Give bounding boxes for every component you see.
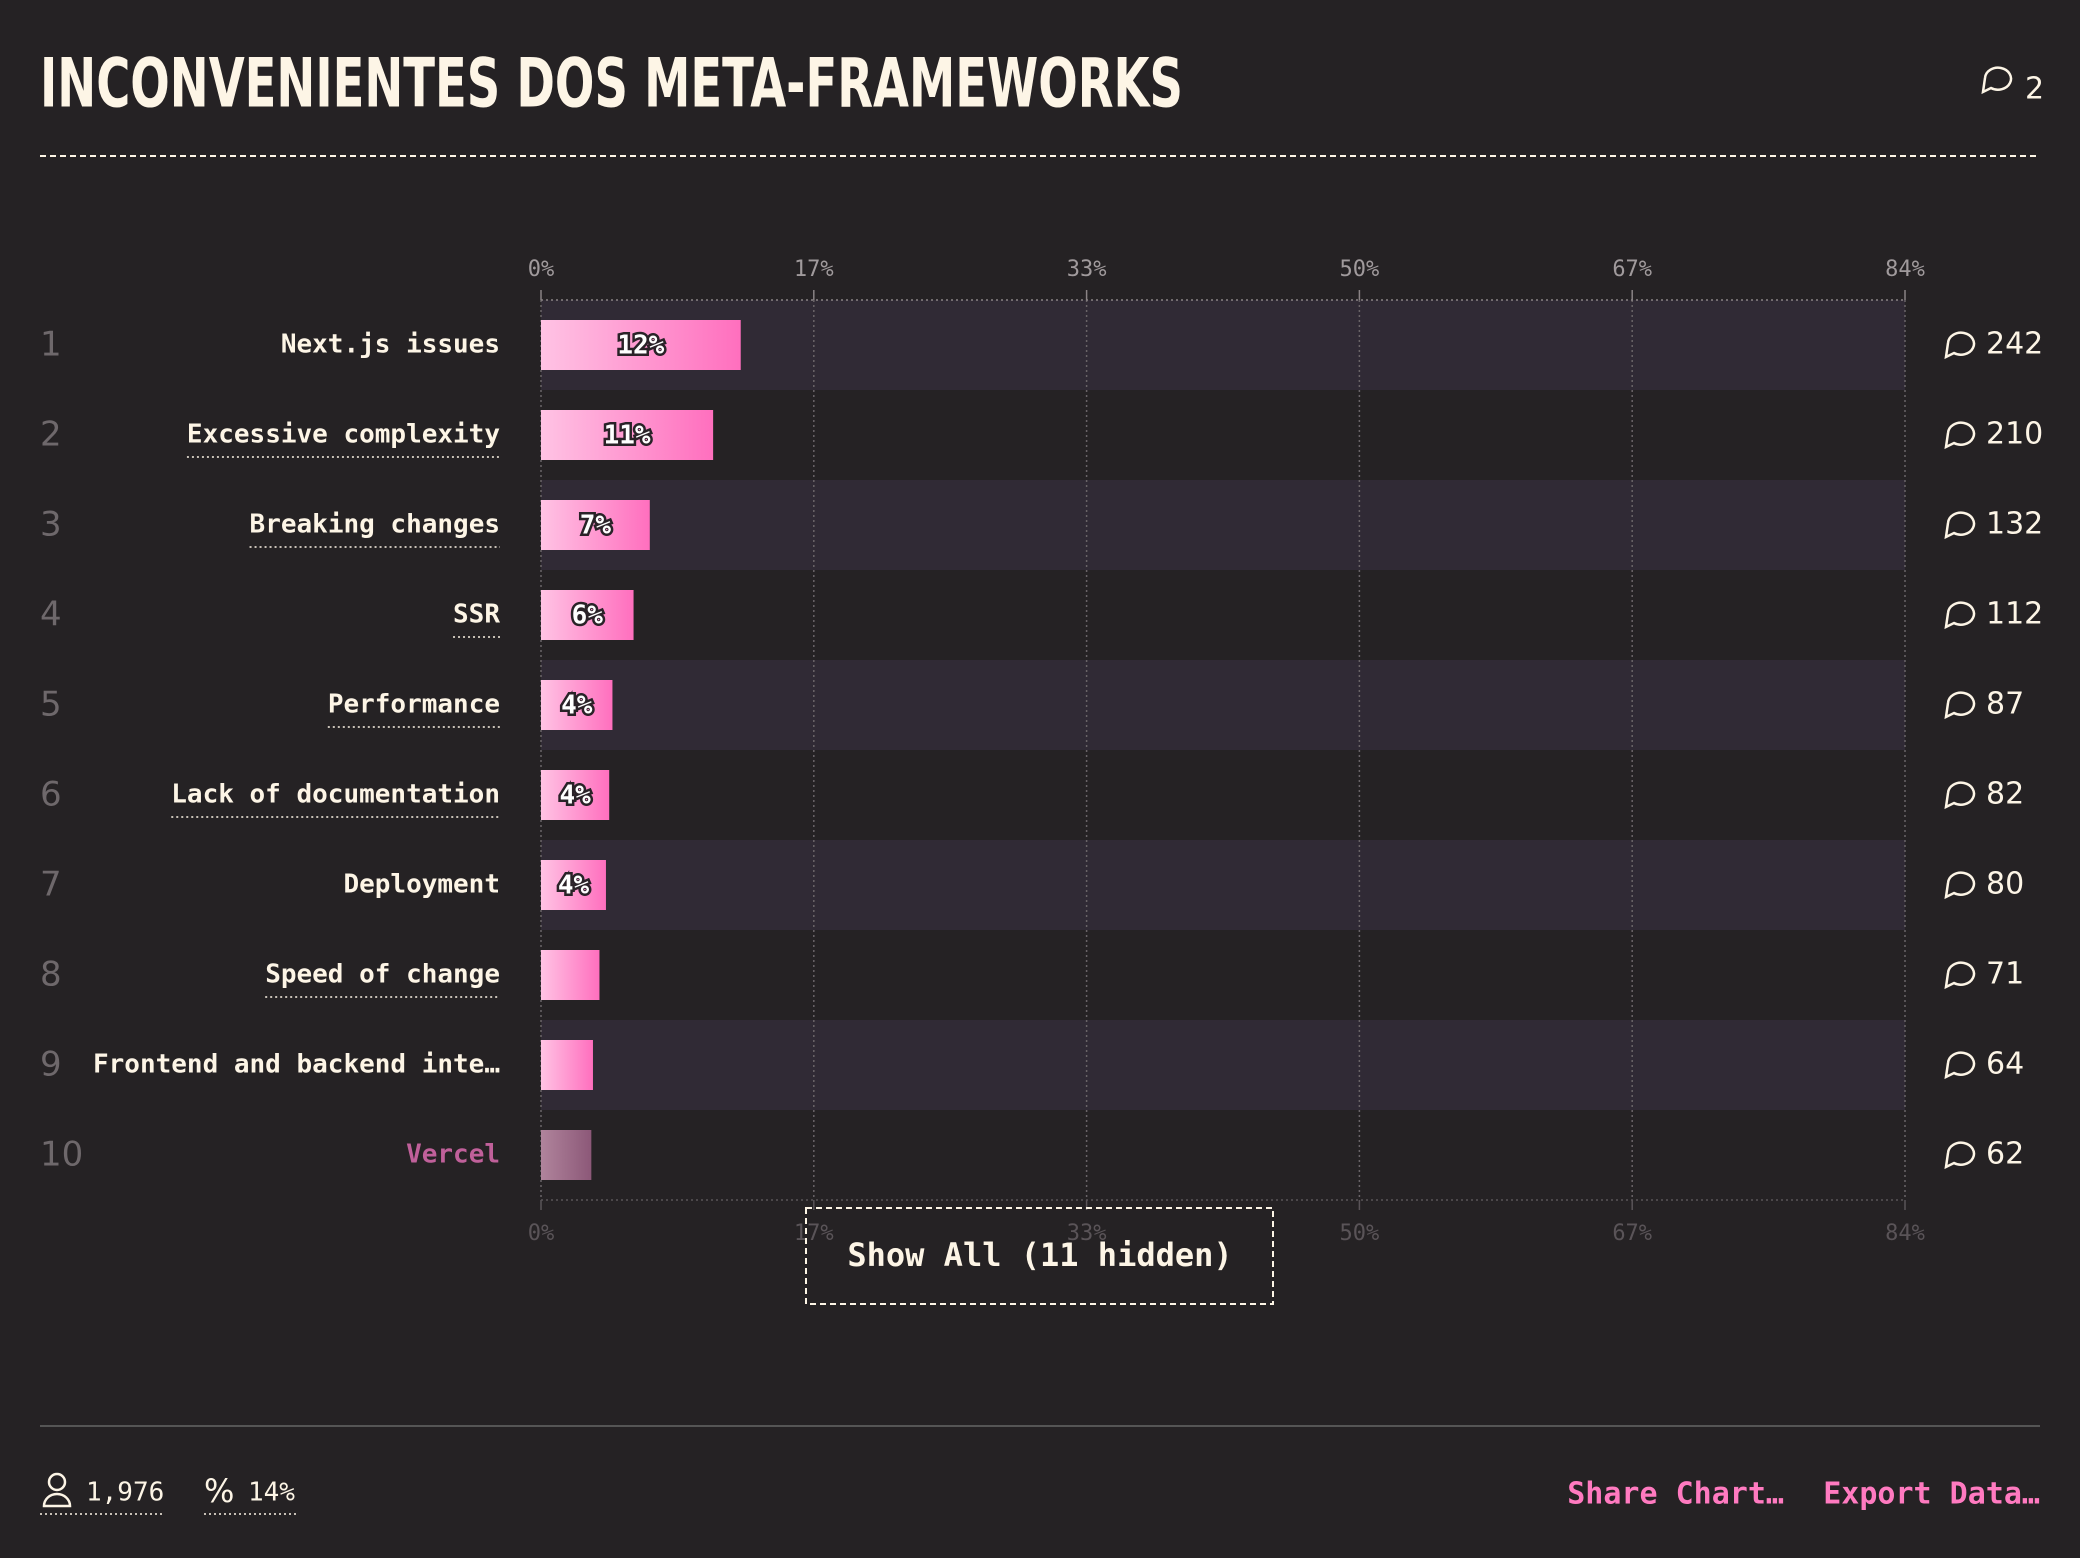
user-icon xyxy=(47,1472,67,1492)
value-label: 4% xyxy=(561,691,593,721)
comment-icon[interactable] xyxy=(1944,1051,1976,1080)
category-label[interactable]: Frontend and backend inte… xyxy=(93,1050,500,1080)
category-label[interactable]: Excessive complexity xyxy=(187,420,500,450)
rank: 6 xyxy=(40,775,62,815)
comment-icon[interactable] xyxy=(1944,331,1976,360)
bar xyxy=(541,950,600,1000)
x-tick-label: 33% xyxy=(1067,257,1107,282)
bar xyxy=(541,590,634,640)
comment-count[interactable]: 132 xyxy=(1986,507,2043,542)
x-tick-label: 0% xyxy=(528,257,555,282)
comment-count[interactable]: 87 xyxy=(1986,687,2024,722)
comment-count[interactable]: 82 xyxy=(1986,777,2024,812)
category-label[interactable]: Next.js issues xyxy=(281,330,500,360)
comment-icon[interactable] xyxy=(1981,66,2013,95)
comment-count[interactable]: 71 xyxy=(1986,957,2024,992)
show-all-label[interactable]: Show All (11 hidden) xyxy=(847,1236,1232,1274)
category-label[interactable]: Breaking changes xyxy=(250,510,500,540)
percent-icon: % xyxy=(204,1472,234,1510)
x-tick-label: 17% xyxy=(794,1221,834,1246)
category-label[interactable]: SSR xyxy=(453,600,500,630)
category-label[interactable]: Speed of change xyxy=(265,960,500,990)
comment-icon[interactable] xyxy=(1944,781,1976,810)
x-tick-label: 0% xyxy=(528,1221,555,1246)
x-tick-label: 50% xyxy=(1340,1221,1380,1246)
rank: 4 xyxy=(40,595,62,635)
chart-title: INCONVENIENTES DOS META-FRAMEWORKS xyxy=(40,45,1183,124)
value-label: 6% xyxy=(572,601,604,631)
x-tick-label: 67% xyxy=(1612,257,1652,282)
rank: 9 xyxy=(40,1045,62,1085)
category-label[interactable]: Vercel xyxy=(406,1140,500,1170)
bar xyxy=(541,500,650,550)
percentage: 14% xyxy=(248,1478,295,1508)
export-link[interactable]: Export Data… xyxy=(1823,1477,2040,1512)
row-band xyxy=(541,300,1905,390)
comment-icon[interactable] xyxy=(1944,961,1976,990)
comment-icon[interactable] xyxy=(1944,691,1976,720)
bar xyxy=(541,1130,592,1180)
category-label[interactable]: Deployment xyxy=(343,870,500,900)
share-link[interactable]: Share Chart… xyxy=(1567,1477,1784,1512)
x-tick-label: 84% xyxy=(1885,257,1925,282)
comment-count[interactable]: 242 xyxy=(1986,327,2043,362)
comment-icon[interactable] xyxy=(1944,871,1976,900)
bar xyxy=(541,860,606,910)
row-band xyxy=(541,480,1905,570)
category-label[interactable]: Lack of documentation xyxy=(171,780,500,810)
user-icon xyxy=(42,1492,72,1508)
rank: 7 xyxy=(40,865,62,905)
x-tick-label: 67% xyxy=(1612,1221,1652,1246)
rank: 2 xyxy=(40,415,62,455)
x-tick-label: 84% xyxy=(1885,1221,1925,1246)
rank: 1 xyxy=(40,325,62,365)
value-label: 11% xyxy=(604,421,651,451)
header-comments[interactable]: 2 xyxy=(2025,72,2044,107)
x-tick-label: 50% xyxy=(1340,257,1380,282)
value-label: 12% xyxy=(617,331,664,361)
bar xyxy=(541,320,741,370)
bar xyxy=(541,770,610,820)
plot: 0%0%17%17%33%33%50%50%67%67%84%84%1 Next.… xyxy=(40,257,2043,1246)
comment-count[interactable]: 64 xyxy=(1986,1047,2024,1082)
x-tick-label: 33% xyxy=(1067,1221,1107,1246)
comment-icon[interactable] xyxy=(1944,421,1976,450)
rank: 3 xyxy=(40,505,62,545)
bar xyxy=(541,680,613,730)
row-band xyxy=(541,840,1905,930)
row-band xyxy=(541,660,1905,750)
comment-count[interactable]: 112 xyxy=(1986,597,2043,632)
respondents: 1,976 xyxy=(86,1478,164,1508)
comment-count[interactable]: 210 xyxy=(1986,417,2043,452)
comment-icon[interactable] xyxy=(1944,511,1976,540)
comment-icon[interactable] xyxy=(1944,601,1976,630)
rank: 8 xyxy=(40,955,62,995)
comment-count[interactable]: 80 xyxy=(1986,867,2024,902)
comment-icon[interactable] xyxy=(1944,1141,1976,1170)
value-label: 4% xyxy=(558,871,590,901)
bar xyxy=(541,1040,593,1090)
rank: 10 xyxy=(40,1135,83,1175)
rank: 5 xyxy=(40,685,62,725)
category-label[interactable]: Performance xyxy=(328,690,500,720)
value-label: 4% xyxy=(559,781,591,811)
comment-count[interactable]: 62 xyxy=(1986,1137,2024,1172)
show-all-button[interactable] xyxy=(805,1207,1274,1305)
x-tick-label: 17% xyxy=(794,257,834,282)
row-band xyxy=(541,1020,1905,1110)
bar xyxy=(541,410,714,460)
value-label: 7% xyxy=(580,511,612,541)
